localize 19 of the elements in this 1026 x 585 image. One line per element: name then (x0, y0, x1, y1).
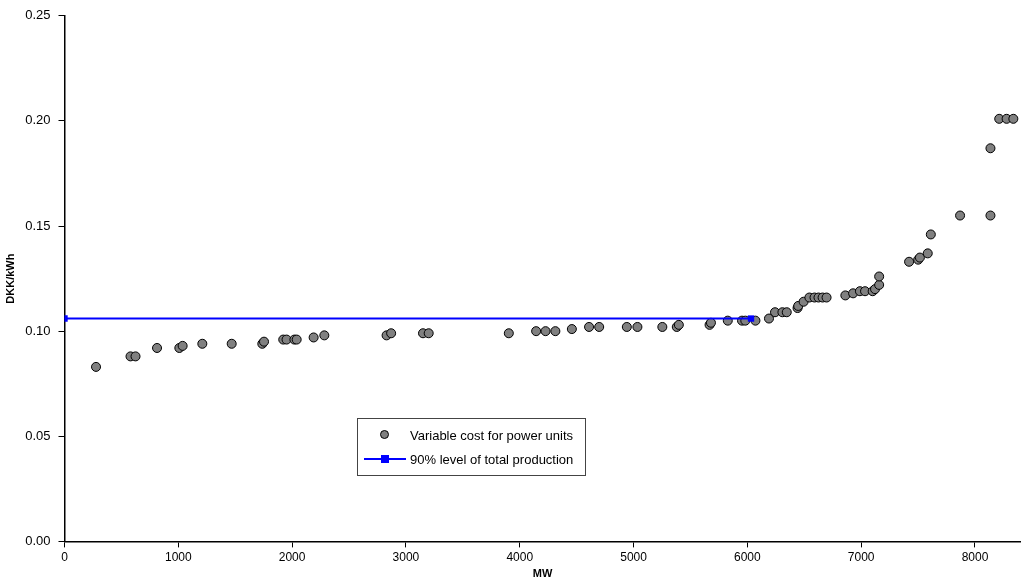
x-tick-label: 6000 (734, 549, 762, 564)
x-tick-label: 3000 (392, 549, 420, 564)
x-tick-label: 0 (61, 549, 69, 564)
x-tick-label: 1000 (164, 549, 192, 564)
y-tick-label: 0.00 (25, 532, 51, 548)
x-tick-label: 5000 (620, 549, 648, 564)
legend-label: Variable cost for power units (410, 427, 574, 443)
x-tick-label: 8000 (961, 549, 989, 564)
y-tick-label: 0.05 (25, 427, 51, 443)
y-tick-label: 0.10 (25, 322, 51, 338)
x-tick-label: 7000 (847, 549, 875, 564)
legend-label: 90% level of total production (410, 451, 574, 467)
x-axis-title: MW (532, 567, 553, 580)
x-tick-label: 2000 (278, 549, 306, 564)
y-tick-label: 0.15 (25, 217, 51, 233)
y-tick-label: 0.20 (25, 112, 51, 128)
y-axis-title: DKK/kWh (3, 253, 16, 304)
y-tick-label: 0.25 (25, 7, 51, 23)
x-tick-label: 4000 (506, 549, 534, 564)
